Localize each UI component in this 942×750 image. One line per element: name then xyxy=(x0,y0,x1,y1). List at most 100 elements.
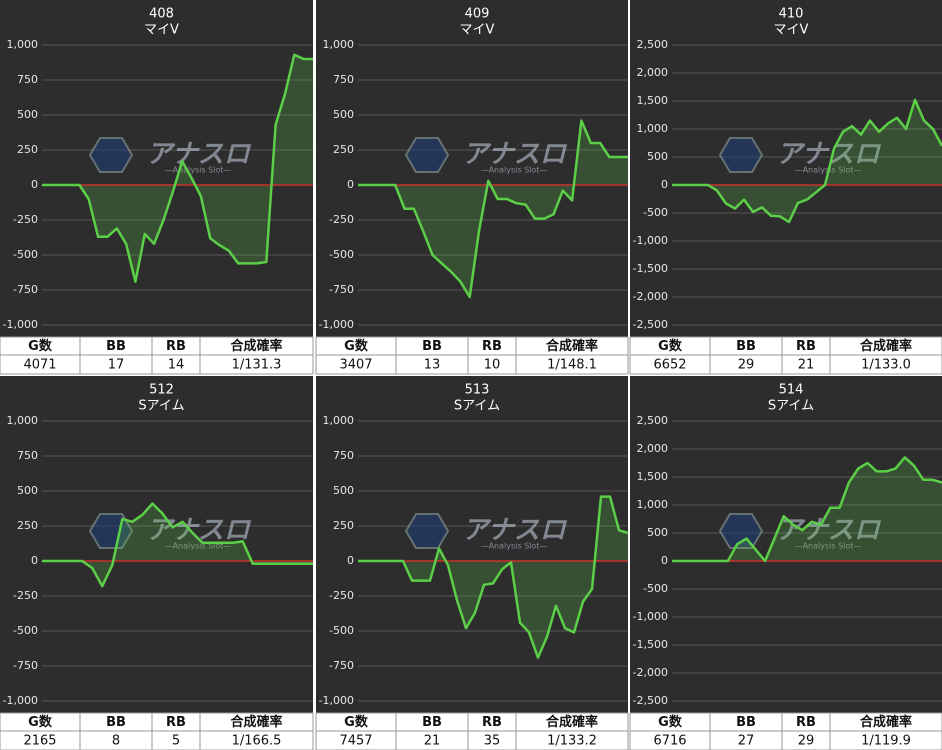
watermark-subtitle: —Analysis Slot— xyxy=(795,542,862,551)
y-tick-label: 1,000 xyxy=(7,414,39,427)
y-tick-label: 500 xyxy=(17,108,38,121)
table-header: RB xyxy=(166,715,186,730)
table-cell: 5 xyxy=(172,734,180,749)
table-header: G数 xyxy=(344,714,369,730)
table-header: G数 xyxy=(344,338,369,354)
y-tick-label: 500 xyxy=(333,108,354,121)
data-line xyxy=(358,495,629,659)
table-header: G数 xyxy=(658,714,683,730)
y-tick-label: 1,000 xyxy=(323,414,355,427)
table-header: G数 xyxy=(658,338,683,354)
panel-bg xyxy=(316,376,628,750)
table-cell: 35 xyxy=(484,734,501,749)
watermark-title: アナスロ xyxy=(146,140,251,170)
table-header: BB xyxy=(422,715,442,730)
data-line xyxy=(672,98,942,224)
watermark-subtitle: —Analysis Slot— xyxy=(165,542,232,551)
chart-subtitle: マイV xyxy=(774,23,809,38)
y-tick-label: 500 xyxy=(333,484,354,497)
chart-title: 410 xyxy=(779,7,804,22)
table-header: 合成確率 xyxy=(546,714,598,730)
area-fill xyxy=(672,99,942,222)
chart-title: 512 xyxy=(149,383,174,398)
chart-title: 514 xyxy=(779,383,804,398)
y-tick-label: 1,000 xyxy=(7,38,39,51)
chart-subtitle: マイV xyxy=(144,23,179,38)
table-cell: 7457 xyxy=(339,734,372,749)
table-cell: 8 xyxy=(112,734,120,749)
table-cell: 29 xyxy=(798,734,815,749)
panel-bg xyxy=(630,376,942,750)
y-tick-label: -1,000 xyxy=(633,234,668,247)
chart-subtitle: Sアイム xyxy=(138,399,184,414)
y-tick-label: -500 xyxy=(329,248,354,261)
watermark-title: アナスロ xyxy=(776,516,881,546)
y-tick-label: -500 xyxy=(643,206,668,219)
y-tick-label: -1,500 xyxy=(633,638,668,651)
y-tick-label: -750 xyxy=(13,659,38,672)
watermark: アナスロ—Analysis Slot— xyxy=(88,137,252,175)
data-line xyxy=(42,502,313,588)
y-tick-label: 750 xyxy=(333,73,354,86)
table-cell: 1/166.5 xyxy=(232,734,282,749)
y-tick-label: 2,000 xyxy=(637,66,669,79)
table-header: BB xyxy=(422,339,442,354)
y-tick-label: 1,000 xyxy=(323,38,355,51)
panel-bg xyxy=(316,0,628,374)
y-tick-label: -1,000 xyxy=(319,318,354,331)
data-line xyxy=(358,119,628,299)
y-tick-label: -1,000 xyxy=(319,694,354,707)
watermark-subtitle: —Analysis Slot— xyxy=(165,166,232,175)
y-tick-label: 0 xyxy=(661,554,668,567)
watermark-logo xyxy=(88,137,134,173)
y-tick-label: 750 xyxy=(17,449,38,462)
table-header: RB xyxy=(482,339,502,354)
watermark-subtitle: —Analysis Slot— xyxy=(481,166,548,175)
y-tick-label: 2,500 xyxy=(637,414,669,427)
y-tick-label: 0 xyxy=(31,178,38,191)
y-tick-label: -250 xyxy=(329,589,354,602)
y-tick-label: -1,000 xyxy=(633,610,668,623)
y-tick-label: 1,000 xyxy=(637,122,669,135)
watermark: アナスロ—Analysis Slot— xyxy=(718,513,882,551)
y-tick-label: -1,000 xyxy=(3,694,38,707)
y-tick-label: -2,000 xyxy=(633,290,668,303)
table-cell: 3407 xyxy=(339,358,372,373)
table-cell: 10 xyxy=(484,358,501,373)
panel-bg xyxy=(0,0,313,374)
y-tick-label: -500 xyxy=(13,624,38,637)
y-tick-label: -500 xyxy=(643,582,668,595)
table-cell: 29 xyxy=(738,358,755,373)
watermark-logo xyxy=(718,513,764,549)
chart-subtitle: マイV xyxy=(460,23,495,38)
table-cell: 1/148.1 xyxy=(547,358,597,373)
table-cell: 4071 xyxy=(23,358,56,373)
table-cell: 13 xyxy=(424,358,441,373)
y-tick-label: 2,500 xyxy=(637,38,669,51)
chart-title: 513 xyxy=(465,383,490,398)
table-cell: 27 xyxy=(738,734,755,749)
table-header: G数 xyxy=(28,714,53,730)
table-cell: 2165 xyxy=(23,734,56,749)
y-tick-label: 0 xyxy=(347,554,354,567)
watermark-logo xyxy=(404,513,450,549)
y-tick-label: 500 xyxy=(647,150,668,163)
y-tick-label: -250 xyxy=(13,589,38,602)
table-header: 合成確率 xyxy=(230,714,282,730)
data-line xyxy=(42,53,313,283)
y-tick-label: -500 xyxy=(13,248,38,261)
watermark-logo xyxy=(404,137,450,173)
area-fill xyxy=(42,503,313,587)
table-header: BB xyxy=(736,339,756,354)
y-tick-label: 1,000 xyxy=(637,498,669,511)
y-tick-label: 500 xyxy=(647,526,668,539)
y-tick-label: 1,500 xyxy=(637,94,669,107)
y-tick-label: 500 xyxy=(17,484,38,497)
table-cell: 1/119.9 xyxy=(861,734,911,749)
area-fill xyxy=(42,54,313,282)
